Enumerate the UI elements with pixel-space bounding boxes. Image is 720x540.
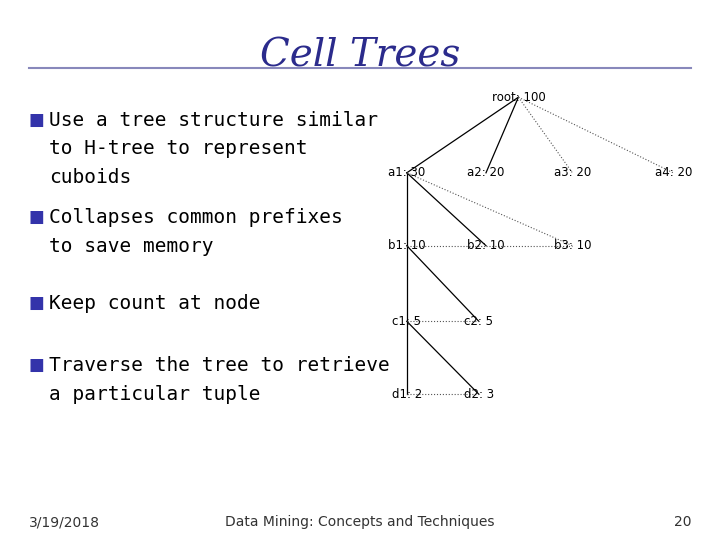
Text: a2: 20: a2: 20: [467, 166, 505, 179]
Text: c1: 5: c1: 5: [392, 315, 421, 328]
Text: root: 100: root: 100: [492, 91, 545, 104]
Text: cuboids: cuboids: [49, 168, 131, 187]
Text: ■: ■: [29, 111, 45, 129]
Text: a3: 20: a3: 20: [554, 166, 591, 179]
Text: c2: 5: c2: 5: [464, 315, 493, 328]
Text: Cell Trees: Cell Trees: [260, 38, 460, 75]
Text: ■: ■: [29, 356, 45, 374]
Text: a4: 20: a4: 20: [654, 166, 692, 179]
Text: Traverse the tree to retrieve: Traverse the tree to retrieve: [49, 356, 390, 375]
Text: 20: 20: [674, 515, 691, 529]
Text: d1: 2: d1: 2: [392, 388, 422, 401]
Text: b1: 10: b1: 10: [388, 239, 426, 252]
Text: a1: 30: a1: 30: [388, 166, 426, 179]
Text: b3: 10: b3: 10: [554, 239, 591, 252]
Text: Keep count at node: Keep count at node: [49, 294, 261, 313]
Text: b2: 10: b2: 10: [467, 239, 505, 252]
Text: to H-tree to represent: to H-tree to represent: [49, 139, 307, 158]
Text: a particular tuple: a particular tuple: [49, 385, 261, 404]
Text: 3/19/2018: 3/19/2018: [29, 515, 100, 529]
Text: ■: ■: [29, 208, 45, 226]
Text: d2: 3: d2: 3: [464, 388, 494, 401]
Text: ■: ■: [29, 294, 45, 312]
Text: Collapses common prefixes: Collapses common prefixes: [49, 208, 343, 227]
Text: to save memory: to save memory: [49, 237, 213, 255]
Text: Use a tree structure similar: Use a tree structure similar: [49, 111, 378, 130]
Text: Data Mining: Concepts and Techniques: Data Mining: Concepts and Techniques: [225, 515, 495, 529]
